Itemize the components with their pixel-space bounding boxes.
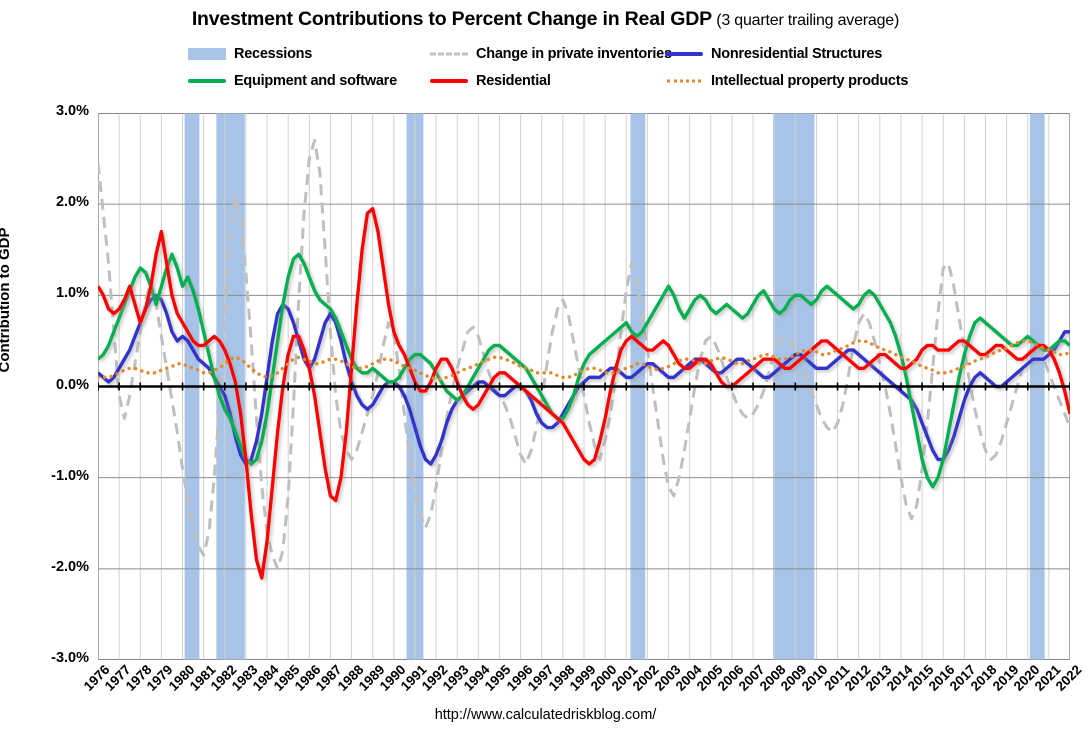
y-axis-title: Contribution to GDP [0,227,13,373]
source-url: http://www.calculatedriskblog.com/ [434,707,657,723]
legend-marker-icon [430,74,468,88]
legend-item-label: Nonresidential Structures [711,46,883,62]
y-axis-tick-label: 3.0% [55,103,89,119]
series-line-residential [98,207,1070,580]
y-axis-tick-label: 0.0% [55,376,89,393]
legend-item-intellectual-property-products[interactable]: Intellectual property products [665,69,908,93]
y-axis-tick-label: -3.0% [51,650,89,666]
legend-item-recessions[interactable]: Recessions [188,42,312,66]
chart-title: Investment Contributions to Percent Chan… [0,8,1091,31]
legend-marker-icon [430,47,468,61]
series-line-change-in-private-inventories [98,138,1070,571]
plot-area [98,113,1070,660]
legend-marker-icon [188,48,226,60]
legend-marker-icon [665,47,703,61]
legend-item-label: Change in private inventories [476,46,672,62]
legend-item-label: Intellectual property products [711,73,909,89]
legend-row-2: Equipment and software Residential Intelle… [0,69,1091,93]
legend-item-nonresidential-structures[interactable]: Nonresidential Structures [665,42,882,66]
legend-item-label: Equipment and software [234,73,397,89]
y-axis-tick-label: 1.0% [55,285,89,302]
x-axis-ticks [98,382,1070,391]
legend-item-label: Residential [476,73,551,89]
legend-item-label: Recessions [234,46,313,62]
y-axis-tick-label: -1.0% [51,467,89,484]
legend-row-1: Recessions Change in private inventories N… [0,42,1091,66]
plot-canvas [98,113,1070,660]
y-axis-tick-label: -2.0% [51,558,89,575]
y-axis-tick-label: 2.0% [55,194,89,211]
chart-title-subtitle: (3 quarter trailing average) [711,12,900,29]
legend-item-equipment-and-software[interactable]: Equipment and software [188,69,397,93]
chart-title-main: Investment Contributions to Percent Chan… [191,8,712,30]
legend-item-residential[interactable]: Residential [430,69,551,93]
series-line-intellectual-property-products [98,339,1070,381]
legend-marker-icon [188,74,226,88]
legend-marker-icon [665,74,703,88]
legend-item-change-in-private-inventories[interactable]: Change in private inventories [430,42,672,66]
series-line-nonresidential-structures [98,293,1070,466]
chart-legend: Recessions Change in private inventories N… [0,40,1091,98]
